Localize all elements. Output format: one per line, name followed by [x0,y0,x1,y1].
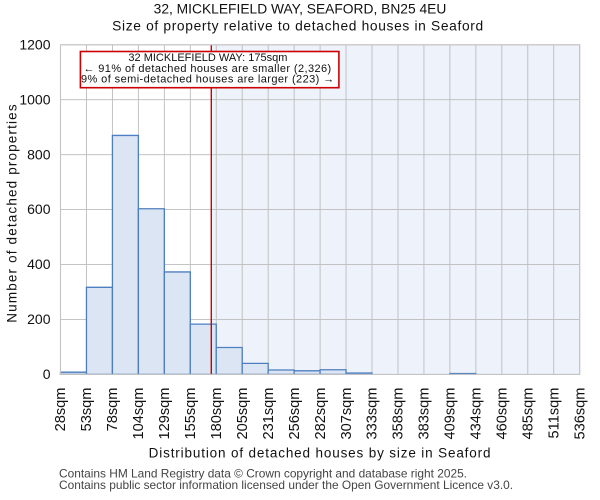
svg-text:256sqm: 256sqm [287,388,303,440]
svg-text:409sqm: 409sqm [443,388,459,440]
svg-text:32, MICKLEFIELD WAY, SEAFORD,: 32, MICKLEFIELD WAY, SEAFORD, BN25 4EU [154,1,447,16]
svg-text:180sqm: 180sqm [209,388,225,440]
svg-text:Size of property relative to d: Size of property relative to detached ho… [112,18,484,33]
svg-text:434sqm: 434sqm [469,388,485,440]
svg-text:0: 0 [43,366,51,382]
svg-text:9% of semi-detached houses are: 9% of semi-detached houses are larger (2… [81,73,335,85]
svg-text:231sqm: 231sqm [261,388,277,440]
svg-text:205sqm: 205sqm [235,388,251,440]
svg-text:333sqm: 333sqm [365,388,381,440]
svg-text:400: 400 [27,256,51,272]
svg-text:Contains HM Land Registry data: Contains HM Land Registry data © Crown c… [59,467,467,481]
svg-text:383sqm: 383sqm [417,388,433,440]
svg-text:485sqm: 485sqm [520,388,536,440]
svg-text:200: 200 [27,311,51,327]
svg-text:460sqm: 460sqm [495,388,511,440]
svg-text:600: 600 [27,201,51,217]
svg-text:53sqm: 53sqm [79,388,95,432]
svg-text:← 91% of detached houses are s: ← 91% of detached houses are smaller (2,… [83,63,331,75]
svg-text:155sqm: 155sqm [183,388,199,440]
svg-text:Number of detached properties: Number of detached properties [5,103,20,322]
svg-text:307sqm: 307sqm [339,388,355,440]
svg-text:511sqm: 511sqm [546,388,562,439]
svg-text:1000: 1000 [19,91,50,107]
svg-text:800: 800 [27,146,51,162]
svg-text:Contains public sector informa: Contains public sector information licen… [59,478,513,492]
svg-text:129sqm: 129sqm [157,388,173,440]
svg-text:28sqm: 28sqm [53,388,69,432]
svg-text:104sqm: 104sqm [131,388,147,440]
svg-text:1200: 1200 [19,36,50,52]
svg-text:32 MICKLEFIELD WAY: 175sqm: 32 MICKLEFIELD WAY: 175sqm [128,52,287,64]
svg-text:536sqm: 536sqm [572,388,588,440]
svg-text:78sqm: 78sqm [105,388,121,432]
svg-text:358sqm: 358sqm [391,388,407,440]
svg-text:Distribution of detached house: Distribution of detached houses by size … [149,446,492,461]
svg-text:282sqm: 282sqm [313,388,329,440]
